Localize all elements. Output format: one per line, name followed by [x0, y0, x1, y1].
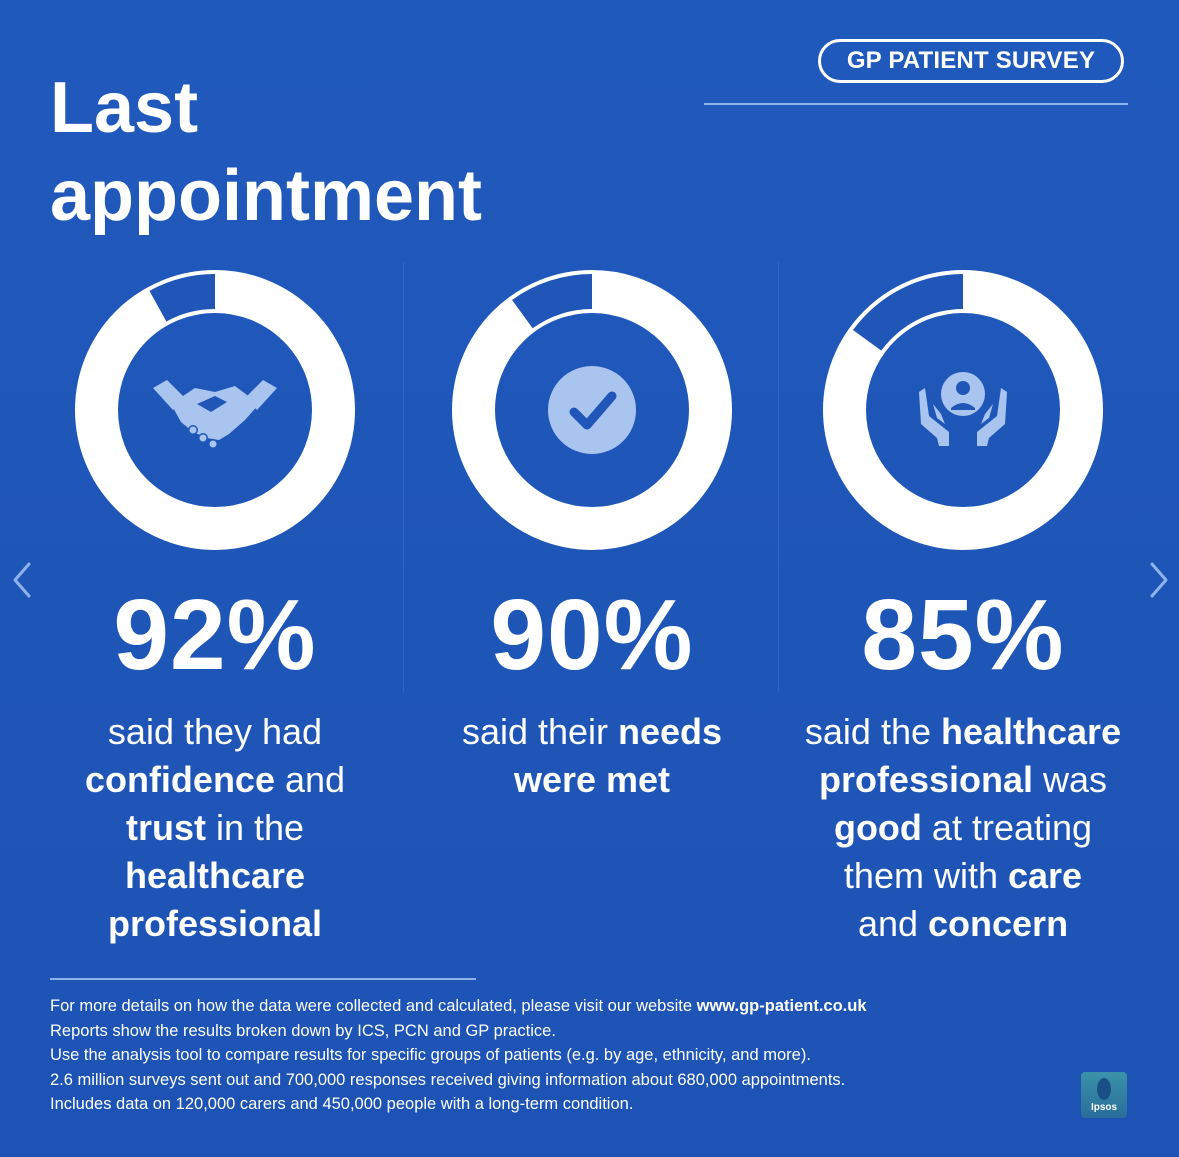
survey-badge-label: GP PATIENT SURVEY	[846, 47, 1096, 74]
column-divider	[778, 262, 779, 692]
column-divider	[403, 262, 404, 692]
ipsos-logo: Ipsos	[1081, 1072, 1127, 1118]
page-title: Last appointment	[50, 64, 482, 240]
donut-ring	[823, 270, 1103, 550]
logo-mark	[1097, 1078, 1111, 1100]
donut-remainder-segment	[512, 274, 592, 329]
title-line-1: Last	[50, 68, 199, 148]
donut-chart	[823, 270, 1103, 550]
footnote-line: Includes data on 120,000 carers and 450,…	[50, 1095, 634, 1113]
header-divider	[704, 103, 1128, 105]
stat-description: said their needs were met	[461, 711, 723, 800]
footnotes: For more details on how the data were co…	[50, 994, 1090, 1117]
chevron-right-icon[interactable]	[1145, 560, 1173, 600]
handshake-icon	[153, 380, 277, 449]
donut-remainder-segment	[149, 274, 215, 322]
donut-ring	[452, 270, 732, 550]
donut-ring	[75, 270, 355, 550]
stat-value: 85%	[861, 579, 1065, 691]
title-line-2: appointment	[50, 156, 482, 236]
footnote-line: Use the analysis tool to compare results…	[50, 1046, 811, 1064]
checkmark-icon	[548, 366, 636, 454]
donut-chart	[452, 270, 732, 550]
survey-badge: GP PATIENT SURVEY	[818, 39, 1124, 83]
footnote-line: For more details on how the data were co…	[50, 997, 867, 1015]
stat-description: said they had confidence and trust in the h…	[84, 711, 346, 944]
stat-value: 90%	[490, 579, 694, 691]
donut-remainder-segment	[852, 274, 963, 351]
footnote-line: Reports show the results broken down by …	[50, 1021, 556, 1040]
footnote-line: 2.6 million surveys sent out and 700,000…	[50, 1070, 846, 1089]
chevron-left-icon[interactable]	[8, 560, 36, 600]
logo-text: Ipsos	[1090, 1102, 1118, 1113]
donut-chart	[75, 270, 355, 550]
stat-description: said the healthcare professional was good …	[804, 711, 1122, 944]
footer-divider	[50, 978, 476, 980]
stat-value: 92%	[113, 579, 317, 691]
person-in-hands-icon	[919, 372, 1007, 446]
